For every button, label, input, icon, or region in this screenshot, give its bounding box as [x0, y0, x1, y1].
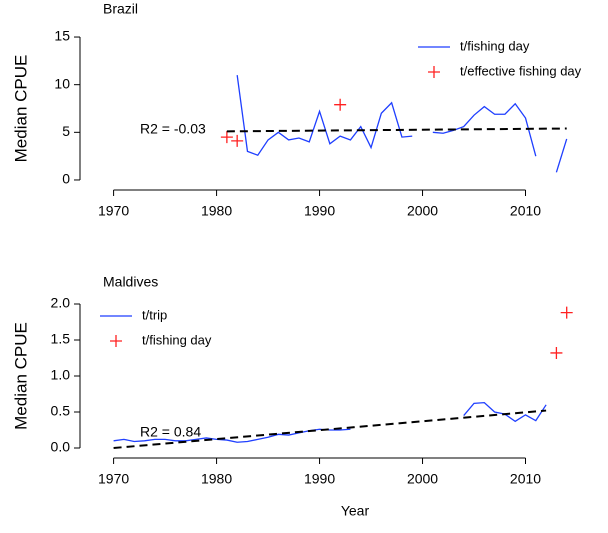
y-tick-label: 2.0 [51, 295, 71, 311]
panel-title: Maldives [103, 274, 158, 290]
legend-label: t/trip [142, 307, 167, 322]
legend-label: t/fishing day [460, 38, 530, 53]
trend-line [226, 127, 567, 133]
panel-title: Brazil [103, 1, 138, 17]
annotation: R2 = 0.84 [140, 424, 201, 440]
trend-line [113, 409, 547, 449]
legend-symbol [428, 66, 440, 78]
x-tick-label: 2000 [407, 471, 438, 487]
cross-marker [560, 306, 573, 319]
cross-marker [220, 131, 233, 144]
data-line [432, 102, 537, 157]
y-tick-label: 1.5 [51, 331, 71, 347]
y-tick-label: 1.0 [51, 367, 71, 383]
y-axis-label: Median CPUE [11, 322, 30, 430]
x-tick-label: 2000 [407, 203, 438, 219]
y-tick-label: 0 [62, 171, 70, 187]
y-axis-label: Median CPUE [11, 55, 30, 163]
x-tick-label: 1980 [201, 203, 232, 219]
y-tick-label: 15 [54, 28, 70, 44]
legend-label: t/fishing day [142, 332, 212, 347]
y-tick-label: 5 [62, 123, 70, 139]
cross-marker [334, 98, 347, 111]
x-tick-label: 1990 [304, 471, 335, 487]
cross-marker [550, 346, 563, 359]
data-line [555, 138, 568, 173]
annotation: R2 = -0.03 [140, 121, 206, 137]
y-tick-label: 0.0 [51, 439, 71, 455]
x-tick-label: 1970 [98, 203, 129, 219]
x-tick-label: 2010 [510, 203, 541, 219]
x-tick-label: 1970 [98, 471, 129, 487]
y-tick-label: 0.5 [51, 403, 71, 419]
y-tick-label: 10 [54, 75, 70, 91]
x-tick-label: 2010 [510, 471, 541, 487]
data-line [236, 75, 413, 156]
legend-label: t/effective fishing day [460, 63, 582, 78]
x-axis-label: Year [341, 503, 370, 519]
cross-marker [231, 134, 244, 147]
legend-symbol [110, 335, 122, 347]
x-tick-label: 1980 [201, 471, 232, 487]
x-tick-label: 1990 [304, 203, 335, 219]
